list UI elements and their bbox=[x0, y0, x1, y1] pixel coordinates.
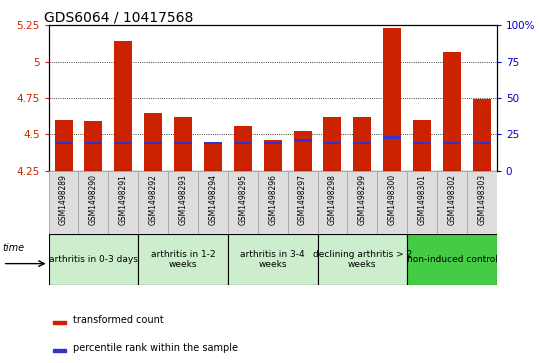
Bar bbox=[144, 113, 162, 171]
Bar bbox=[84, 121, 103, 171]
Bar bbox=[49, 171, 78, 234]
Text: transformed count: transformed count bbox=[73, 315, 164, 325]
Bar bbox=[473, 99, 491, 171]
Bar bbox=[174, 117, 192, 171]
Bar bbox=[174, 142, 192, 144]
Bar bbox=[228, 234, 318, 285]
Text: GSM1498292: GSM1498292 bbox=[148, 174, 158, 225]
Text: arthritis in 3-4
weeks: arthritis in 3-4 weeks bbox=[240, 250, 305, 269]
Text: GSM1498293: GSM1498293 bbox=[179, 174, 187, 225]
Text: GSM1498289: GSM1498289 bbox=[59, 174, 68, 225]
Bar bbox=[407, 171, 437, 234]
Bar bbox=[49, 234, 138, 285]
Bar bbox=[377, 171, 407, 234]
Bar bbox=[144, 142, 162, 144]
Bar bbox=[198, 171, 228, 234]
Bar bbox=[53, 321, 66, 323]
Text: GSM1498295: GSM1498295 bbox=[238, 174, 247, 225]
Bar bbox=[55, 120, 72, 171]
Bar bbox=[138, 234, 228, 285]
Bar bbox=[53, 349, 66, 352]
Bar bbox=[437, 171, 467, 234]
Bar bbox=[294, 139, 312, 142]
Bar bbox=[323, 117, 341, 171]
Bar bbox=[78, 171, 109, 234]
Text: GSM1498294: GSM1498294 bbox=[208, 174, 218, 225]
Text: GSM1498299: GSM1498299 bbox=[358, 174, 367, 225]
Text: percentile rank within the sample: percentile rank within the sample bbox=[73, 343, 238, 353]
Text: arthritis in 0-3 days: arthritis in 0-3 days bbox=[49, 255, 138, 264]
Bar bbox=[294, 131, 312, 171]
Bar bbox=[138, 171, 168, 234]
Bar bbox=[234, 142, 252, 144]
Bar bbox=[55, 142, 72, 144]
Bar bbox=[413, 120, 431, 171]
Text: GDS6064 / 10417568: GDS6064 / 10417568 bbox=[44, 10, 193, 24]
Text: non-induced control: non-induced control bbox=[407, 255, 497, 264]
Bar bbox=[443, 142, 461, 144]
Text: GSM1498291: GSM1498291 bbox=[119, 174, 128, 225]
Text: time: time bbox=[3, 243, 25, 253]
Bar bbox=[168, 171, 198, 234]
Bar bbox=[114, 142, 132, 144]
Bar bbox=[383, 136, 401, 139]
Text: GSM1498296: GSM1498296 bbox=[268, 174, 277, 225]
Bar bbox=[353, 142, 372, 144]
Bar bbox=[109, 171, 138, 234]
Text: arthritis in 1-2
weeks: arthritis in 1-2 weeks bbox=[151, 250, 215, 269]
Bar bbox=[234, 126, 252, 171]
Text: GSM1498301: GSM1498301 bbox=[417, 174, 427, 225]
Text: GSM1498302: GSM1498302 bbox=[448, 174, 456, 225]
Bar bbox=[264, 140, 282, 171]
Bar bbox=[288, 171, 318, 234]
Text: GSM1498297: GSM1498297 bbox=[298, 174, 307, 225]
Bar bbox=[467, 171, 497, 234]
Bar bbox=[323, 142, 341, 144]
Bar bbox=[258, 171, 288, 234]
Bar bbox=[318, 171, 347, 234]
Text: GSM1498300: GSM1498300 bbox=[388, 174, 397, 225]
Bar bbox=[473, 142, 491, 144]
Bar bbox=[114, 41, 132, 171]
Bar bbox=[84, 142, 103, 144]
Bar bbox=[204, 143, 222, 171]
Bar bbox=[407, 234, 497, 285]
Bar bbox=[264, 142, 282, 144]
Text: declining arthritis > 2
weeks: declining arthritis > 2 weeks bbox=[313, 250, 412, 269]
Bar bbox=[347, 171, 377, 234]
Bar bbox=[413, 142, 431, 144]
Bar bbox=[353, 117, 372, 171]
Bar bbox=[228, 171, 258, 234]
Bar bbox=[443, 52, 461, 171]
Text: GSM1498303: GSM1498303 bbox=[477, 174, 487, 225]
Text: GSM1498290: GSM1498290 bbox=[89, 174, 98, 225]
Bar bbox=[204, 142, 222, 144]
Bar bbox=[383, 28, 401, 171]
Bar bbox=[318, 234, 407, 285]
Text: GSM1498298: GSM1498298 bbox=[328, 174, 337, 225]
